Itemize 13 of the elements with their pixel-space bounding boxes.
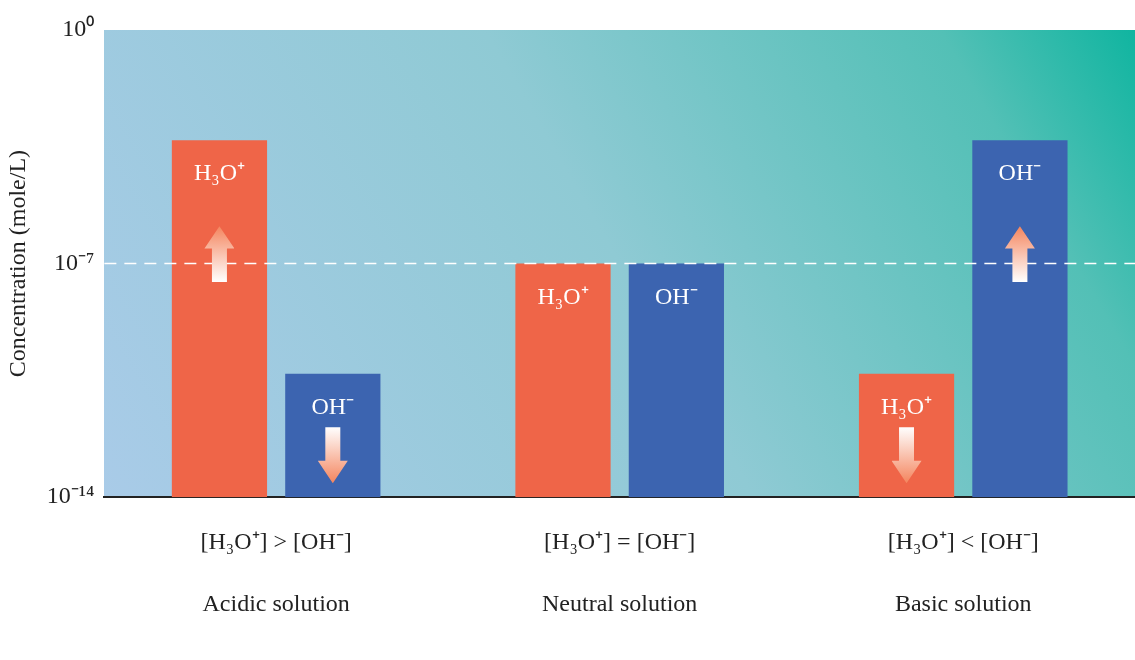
series-label: H₃O⁺: [193, 159, 245, 186]
text: OH⁻: [998, 159, 1042, 186]
category-label: [H₃O⁺] > [OH⁻] Acidic solution: [200, 527, 352, 617]
y-tick-label: 10⁻¹⁴: [46, 482, 95, 509]
text: OH⁻: [655, 282, 698, 309]
text: H₃O⁺: [881, 392, 933, 419]
text: H₃O⁺: [537, 282, 589, 309]
series-label: OH⁻: [311, 392, 355, 419]
category-label: [H₃O⁺] = [OH⁻] Neutral solution: [542, 527, 698, 617]
category-label: [H₃O⁺] < [OH⁻] Basic solution: [887, 527, 1039, 617]
y-tick-label: 10⁻⁷: [53, 248, 95, 275]
y-axis-title: Concentration (mole/L): [3, 149, 30, 378]
y-tick-label: 10⁰: [62, 15, 95, 42]
